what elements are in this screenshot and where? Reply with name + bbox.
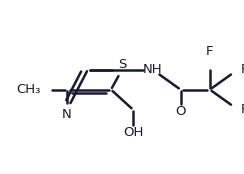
Text: O: O — [175, 105, 186, 118]
Text: F: F — [206, 45, 214, 58]
Text: CH₃: CH₃ — [16, 83, 40, 96]
Text: N: N — [62, 108, 72, 121]
Text: F: F — [240, 63, 244, 76]
Text: F: F — [240, 103, 244, 116]
Text: NH: NH — [143, 63, 162, 76]
Text: S: S — [118, 58, 126, 71]
Text: OH: OH — [123, 126, 143, 139]
